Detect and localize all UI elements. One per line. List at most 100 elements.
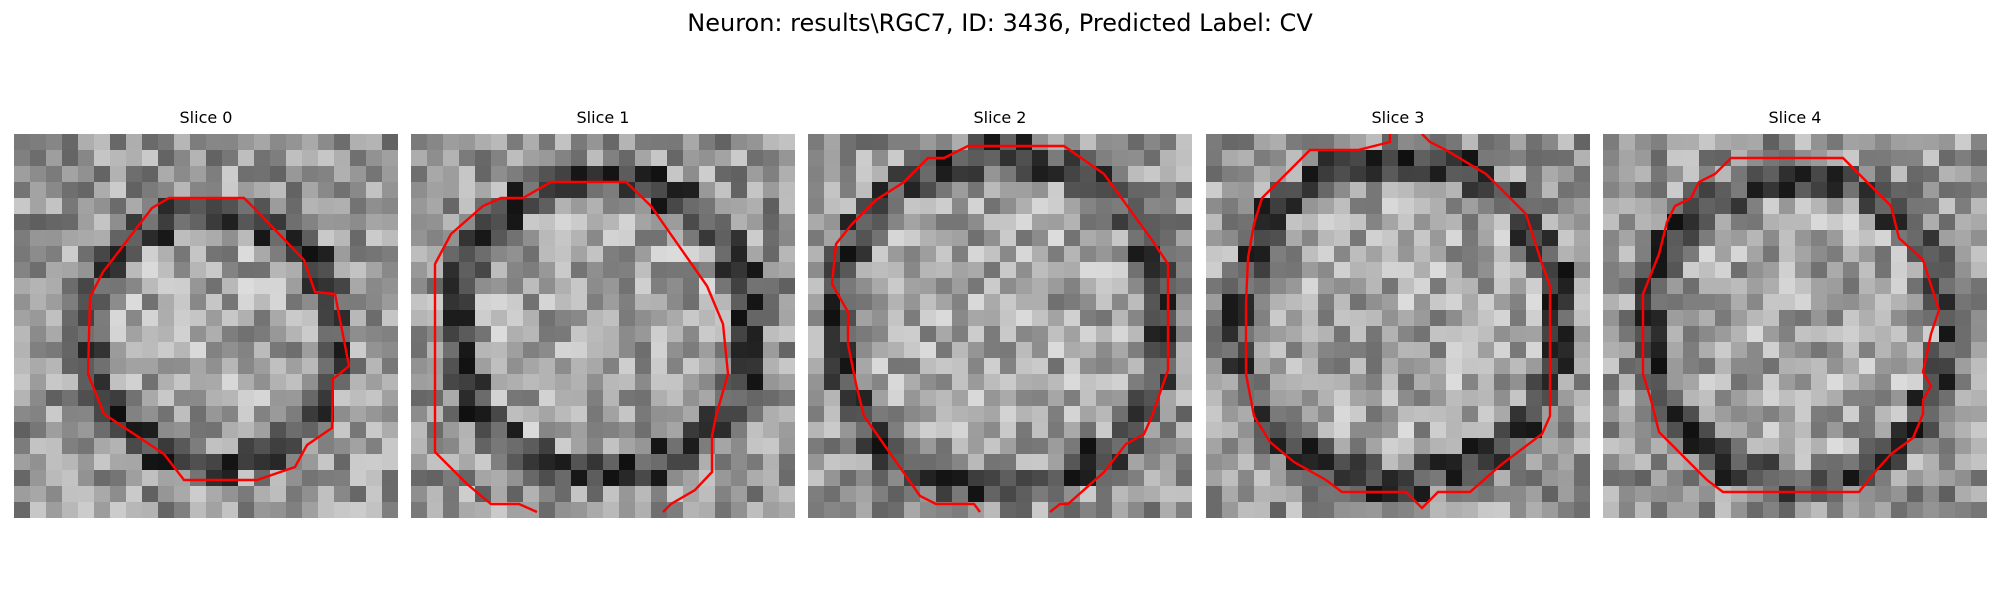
pixel <box>1603 422 1619 438</box>
pixel <box>78 150 94 166</box>
pixel <box>1398 230 1414 246</box>
pixel <box>1907 502 1923 518</box>
pixel <box>1414 342 1430 358</box>
pixel <box>1779 374 1795 390</box>
pixel <box>254 374 270 390</box>
pixel <box>126 198 142 214</box>
pixel <box>619 486 635 502</box>
pixel <box>1939 214 1955 230</box>
pixel <box>142 262 158 278</box>
pixel <box>1144 342 1160 358</box>
pixel <box>1955 230 1971 246</box>
pixel <box>1859 262 1875 278</box>
pixel <box>555 390 571 406</box>
pixel <box>1859 390 1875 406</box>
pixel <box>555 230 571 246</box>
pixel <box>747 214 763 230</box>
pixel <box>46 182 62 198</box>
pixel <box>1334 150 1350 166</box>
pixel <box>619 198 635 214</box>
pixel <box>142 342 158 358</box>
pixel <box>158 486 174 502</box>
pixel <box>1032 294 1048 310</box>
pixel <box>238 342 254 358</box>
pixel <box>366 502 382 518</box>
pixel <box>888 294 904 310</box>
pixel <box>984 438 1000 454</box>
pixel <box>142 406 158 422</box>
pixel <box>1619 198 1635 214</box>
pixel <box>824 486 840 502</box>
pixel <box>1414 470 1430 486</box>
pixel <box>1176 502 1192 518</box>
pixel <box>1112 422 1128 438</box>
pixel <box>142 230 158 246</box>
pixel <box>1398 502 1414 518</box>
pixel <box>286 294 302 310</box>
pixel <box>46 454 62 470</box>
pixel <box>286 278 302 294</box>
pixel <box>984 310 1000 326</box>
pixel <box>1875 438 1891 454</box>
pixel <box>94 214 110 230</box>
pixel <box>1939 246 1955 262</box>
pixel <box>1827 134 1843 150</box>
pixel <box>318 246 334 262</box>
pixel <box>1334 374 1350 390</box>
pixel <box>1144 326 1160 342</box>
pixel <box>1859 198 1875 214</box>
pixel <box>222 182 238 198</box>
pixel <box>14 230 30 246</box>
pixel <box>1016 278 1032 294</box>
pixel <box>206 438 222 454</box>
pixel <box>126 406 142 422</box>
pixel <box>635 486 651 502</box>
pixel <box>1080 358 1096 374</box>
pixel <box>1526 278 1542 294</box>
pixel <box>110 342 126 358</box>
pixel <box>763 326 779 342</box>
pixel <box>635 406 651 422</box>
pixel <box>1747 358 1763 374</box>
pixel <box>1971 390 1987 406</box>
pixel <box>603 310 619 326</box>
pixel <box>78 358 94 374</box>
pixel <box>1558 454 1574 470</box>
pixel <box>1446 486 1462 502</box>
pixel <box>1032 438 1048 454</box>
pixel <box>1318 214 1334 230</box>
pixel <box>1254 294 1270 310</box>
pixel <box>603 294 619 310</box>
pixel <box>1286 310 1302 326</box>
pixel <box>475 342 491 358</box>
pixel <box>174 358 190 374</box>
pixel <box>1494 166 1510 182</box>
pixel <box>1763 214 1779 230</box>
pixel <box>1048 246 1064 262</box>
pixel <box>1302 422 1318 438</box>
pixel <box>1318 262 1334 278</box>
pixel <box>62 406 78 422</box>
pixel <box>523 342 539 358</box>
pixel <box>507 214 523 230</box>
pixel <box>808 486 824 502</box>
pixel <box>1206 374 1222 390</box>
pixel <box>523 374 539 390</box>
pixel <box>683 230 699 246</box>
pixel <box>302 294 318 310</box>
pixel <box>94 230 110 246</box>
pixel <box>1430 374 1446 390</box>
pixel <box>1382 198 1398 214</box>
pixel <box>1414 134 1430 150</box>
pixel <box>1603 486 1619 502</box>
pixel <box>126 246 142 262</box>
pixel <box>302 358 318 374</box>
pixel <box>475 246 491 262</box>
pixel <box>1128 374 1144 390</box>
pixel <box>1064 422 1080 438</box>
pixel <box>382 326 398 342</box>
pixel <box>1286 294 1302 310</box>
pixel <box>126 150 142 166</box>
pixel <box>1558 246 1574 262</box>
pixel <box>1128 454 1144 470</box>
